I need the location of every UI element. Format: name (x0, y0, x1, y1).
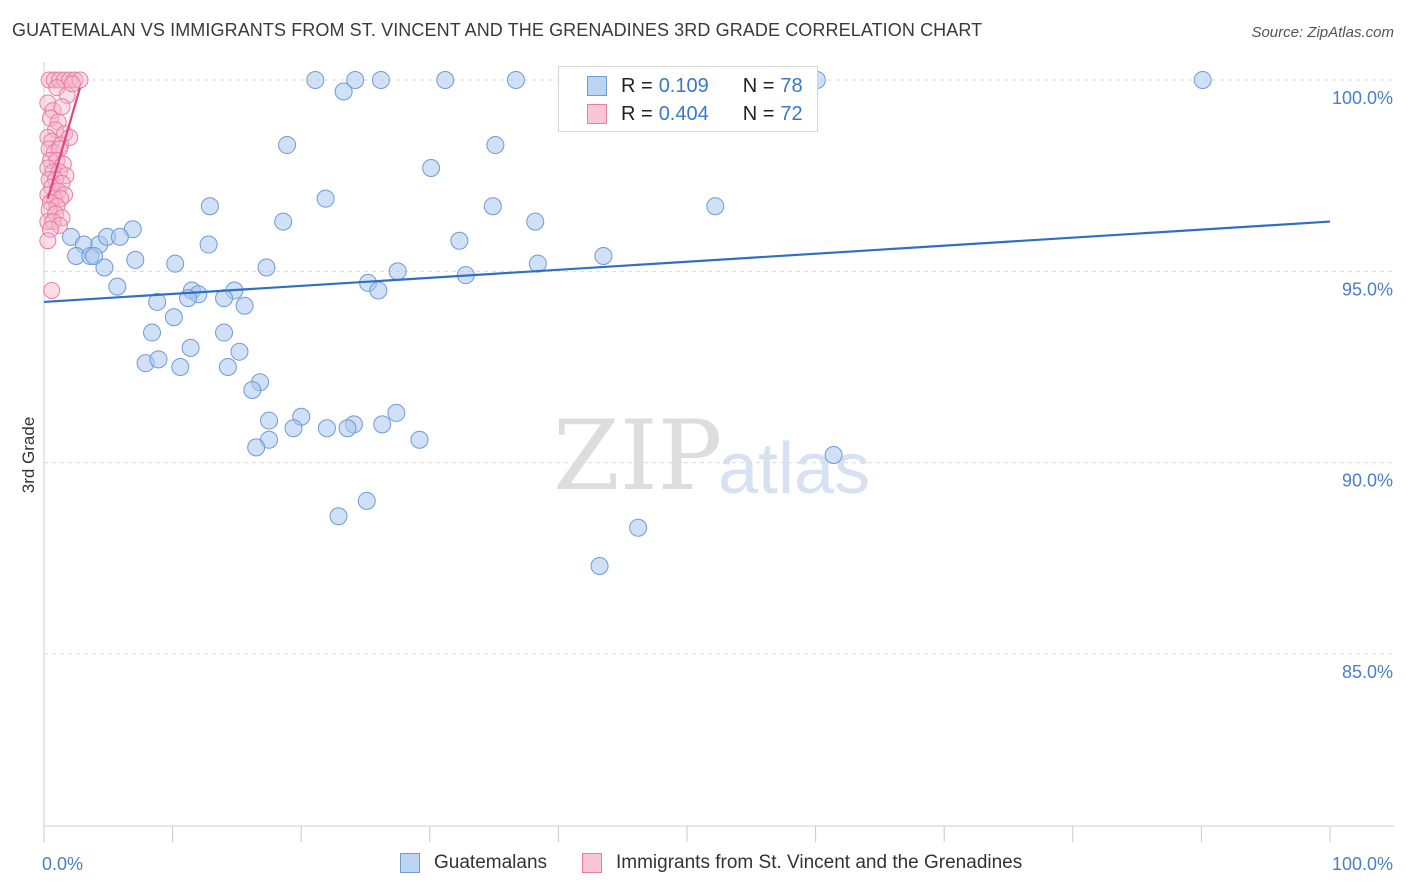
legend-swatch-blue (587, 76, 607, 96)
guatemalan-point (388, 262, 407, 281)
guatemalan-point (148, 292, 167, 311)
guatemalan-point (149, 350, 168, 369)
guatemalan-point (95, 258, 114, 277)
guatemalan-point (143, 323, 162, 342)
guatemalan-point (85, 247, 104, 266)
y-tick-label: 95.0% (1342, 279, 1393, 299)
guatemalan-point (371, 71, 390, 89)
guatemalan-point (486, 136, 505, 155)
immigrant-point (52, 190, 70, 208)
guatemalan-point (629, 518, 648, 537)
series-legend-guatemalans: Guatemalans (400, 852, 547, 874)
series-legend-immigrants: Immigrants from St. Vincent and the Gren… (582, 852, 1022, 874)
legend-swatch-pink (587, 104, 607, 124)
guatemalan-point (108, 277, 127, 296)
guatemalan-trend-line (43, 220, 1331, 304)
legend-r-label: R = (621, 74, 653, 97)
guatemalan-point (218, 358, 237, 376)
immigrant-point (57, 167, 75, 185)
guatemalan-point (181, 338, 200, 357)
legend-r-value: 0.109 (658, 74, 709, 97)
immigrant-point (50, 216, 68, 234)
legend-row-guatemalans: R = 0.109 N = 78 (559, 72, 803, 100)
legend-n-value: 72 (780, 102, 803, 125)
immigrant-point (43, 281, 61, 299)
legend-n-label: N = (742, 102, 775, 125)
guatemalan-point (278, 136, 297, 155)
immigrant-trend-line (46, 87, 82, 199)
series-swatch-blue (400, 853, 420, 873)
immigrant-point (39, 232, 57, 250)
guatemalan-point (164, 308, 183, 327)
guatemalan-point (215, 323, 234, 342)
guatemalan-point (357, 491, 376, 510)
guatemalan-point (110, 227, 129, 246)
chart-source: Source: ZipAtlas.com (1251, 24, 1394, 41)
guatemalan-point (346, 71, 365, 89)
guatemalan-point (243, 380, 262, 399)
guatemalan-point (171, 358, 190, 376)
guatemalan-point (1193, 71, 1212, 89)
guatemalan-point (824, 446, 843, 465)
guatemalan-point (594, 247, 613, 266)
guatemalan-point (306, 71, 325, 89)
series-swatch-pink (582, 853, 602, 873)
guatemalan-point (369, 281, 388, 300)
y-axis-label: 3rd Grade (19, 417, 38, 494)
guatemalan-point (450, 231, 469, 250)
guatemalan-point (436, 71, 455, 89)
guatemalan-point (334, 82, 353, 101)
guatemalan-point (422, 159, 441, 178)
guatemalan-point (230, 342, 249, 361)
legend-n-label: N = (742, 74, 775, 97)
guatemalan-point (373, 415, 392, 434)
legend-r-value: 0.404 (658, 102, 709, 125)
guatemalan-point (506, 71, 525, 89)
y-tick-label: 90.0% (1342, 471, 1393, 491)
immigrant-point (63, 75, 81, 93)
legend-row-immigrants: R = 0.404 N = 72 (559, 100, 803, 128)
guatemalan-point (200, 197, 219, 216)
x-tick-label: 0.0% (42, 854, 83, 874)
guatemalan-point (247, 438, 266, 457)
guatemalan-point (706, 197, 725, 216)
chart-title: GUATEMALAN VS IMMIGRANTS FROM ST. VINCEN… (12, 20, 983, 40)
legend-n-value: 78 (780, 74, 803, 97)
guatemalan-point (166, 254, 185, 273)
guatemalan-point (387, 403, 406, 422)
y-tick-label: 85.0% (1342, 662, 1393, 682)
guatemalan-point (526, 212, 545, 231)
series-legend-label: Guatemalans (434, 852, 548, 873)
stats-legend: R = 0.109 N = 78 R = 0.404 N = 72 (558, 66, 818, 132)
guatemalan-point (338, 419, 357, 438)
guatemalan-point (235, 296, 254, 315)
guatemalan-point (329, 507, 348, 526)
series-legend: Guatemalans Immigrants from St. Vincent … (0, 852, 1406, 876)
x-tick-label: 100.0% (1332, 854, 1393, 874)
guatemalan-point (410, 430, 429, 449)
guatemalan-point (274, 212, 293, 231)
guatemalan-point (317, 419, 336, 438)
guatemalan-point (284, 419, 303, 438)
series-legend-label: Immigrants from St. Vincent and the Gren… (616, 852, 1023, 873)
guatemalan-point (126, 250, 145, 269)
guatemalan-point (590, 556, 609, 575)
guatemalan-point (199, 235, 218, 254)
watermark-zip: ZIP (553, 400, 723, 512)
watermark-atlas: atlas (718, 429, 871, 509)
guatemalan-point (260, 411, 279, 430)
guatemalan-point (483, 197, 502, 216)
legend-r-label: R = (621, 102, 653, 125)
guatemalan-point (316, 189, 335, 208)
guatemalan-point (257, 258, 276, 277)
y-tick-label: 100.0% (1332, 88, 1393, 108)
